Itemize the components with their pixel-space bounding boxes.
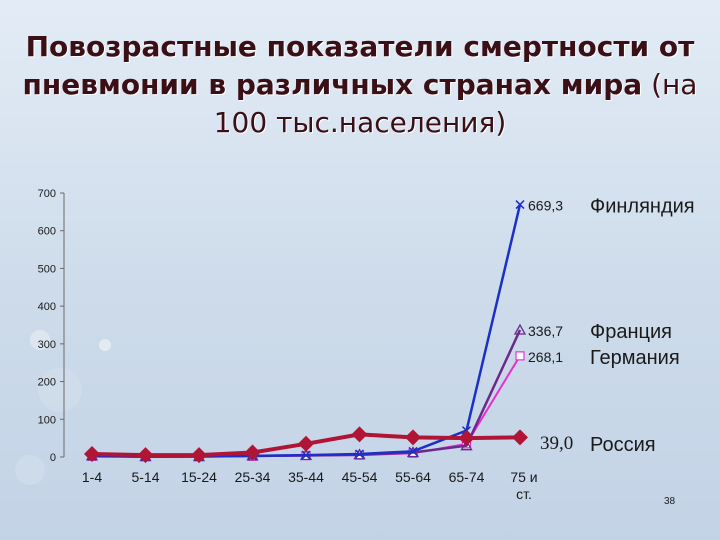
x-tick-label: 45-54 xyxy=(342,469,378,485)
y-tick-label: 100 xyxy=(38,414,56,426)
x-marker-stroke xyxy=(301,450,311,460)
y-tick-label: 400 xyxy=(38,301,56,313)
data-point-marker xyxy=(515,200,525,210)
data-label: 669,3 xyxy=(528,198,563,214)
data-point-marker xyxy=(351,426,368,443)
data-label: 268,1 xyxy=(528,349,563,365)
y-tick-label: 500 xyxy=(38,263,56,275)
data-point-marker xyxy=(460,439,473,451)
x-tick-label: 5-14 xyxy=(131,469,159,485)
data-point-marker xyxy=(408,446,418,456)
x-tick-label: 75 и xyxy=(510,469,537,485)
data-point-marker xyxy=(458,430,475,447)
page-number: 38 xyxy=(664,496,676,507)
series-label: Россия xyxy=(590,434,656,456)
y-tick-label: 700 xyxy=(38,188,56,200)
data-point-marker xyxy=(512,429,528,446)
x-marker-stroke xyxy=(408,446,418,456)
series-label: Финляндия xyxy=(590,196,695,218)
x-tick-label: 35-44 xyxy=(288,469,324,485)
title-sub: (на 100 тыс.населения) xyxy=(213,68,698,139)
x-tick-label: 15-24 xyxy=(181,469,217,485)
data-point-marker xyxy=(301,450,311,460)
x-marker-stroke xyxy=(515,200,525,210)
x-tick-label: 65-74 xyxy=(449,469,485,485)
data-point-marker xyxy=(405,429,421,446)
series-label: Франция xyxy=(590,321,672,343)
data-label: 336,7 xyxy=(528,323,563,339)
y-tick-label: 0 xyxy=(50,452,56,464)
data-point-marker xyxy=(513,323,527,335)
x-tick-label: ст. xyxy=(516,486,532,502)
y-tick-label: 200 xyxy=(38,377,56,389)
page-title: Повозрастные показатели смертности от пн… xyxy=(0,28,720,142)
x-tick-label: 1-4 xyxy=(82,469,102,485)
y-tick-label: 600 xyxy=(38,226,56,238)
data-point-marker xyxy=(191,447,207,464)
data-point-marker xyxy=(515,351,525,361)
title-main: Повозрастные показатели смертности от пн… xyxy=(22,30,695,101)
series-label: Германия xyxy=(590,347,680,369)
data-label: 39,0 xyxy=(540,433,573,454)
x-marker-stroke xyxy=(354,449,365,459)
x-tick-label: 25-34 xyxy=(235,469,271,485)
data-point-marker xyxy=(137,447,154,464)
y-tick-label: 300 xyxy=(38,339,56,351)
data-point-marker xyxy=(354,449,365,459)
data-point-marker xyxy=(298,435,314,452)
x-tick-label: 55-64 xyxy=(395,469,431,485)
data-point-marker xyxy=(244,444,261,461)
data-point-marker xyxy=(84,445,100,462)
series-line-0 xyxy=(91,204,522,458)
